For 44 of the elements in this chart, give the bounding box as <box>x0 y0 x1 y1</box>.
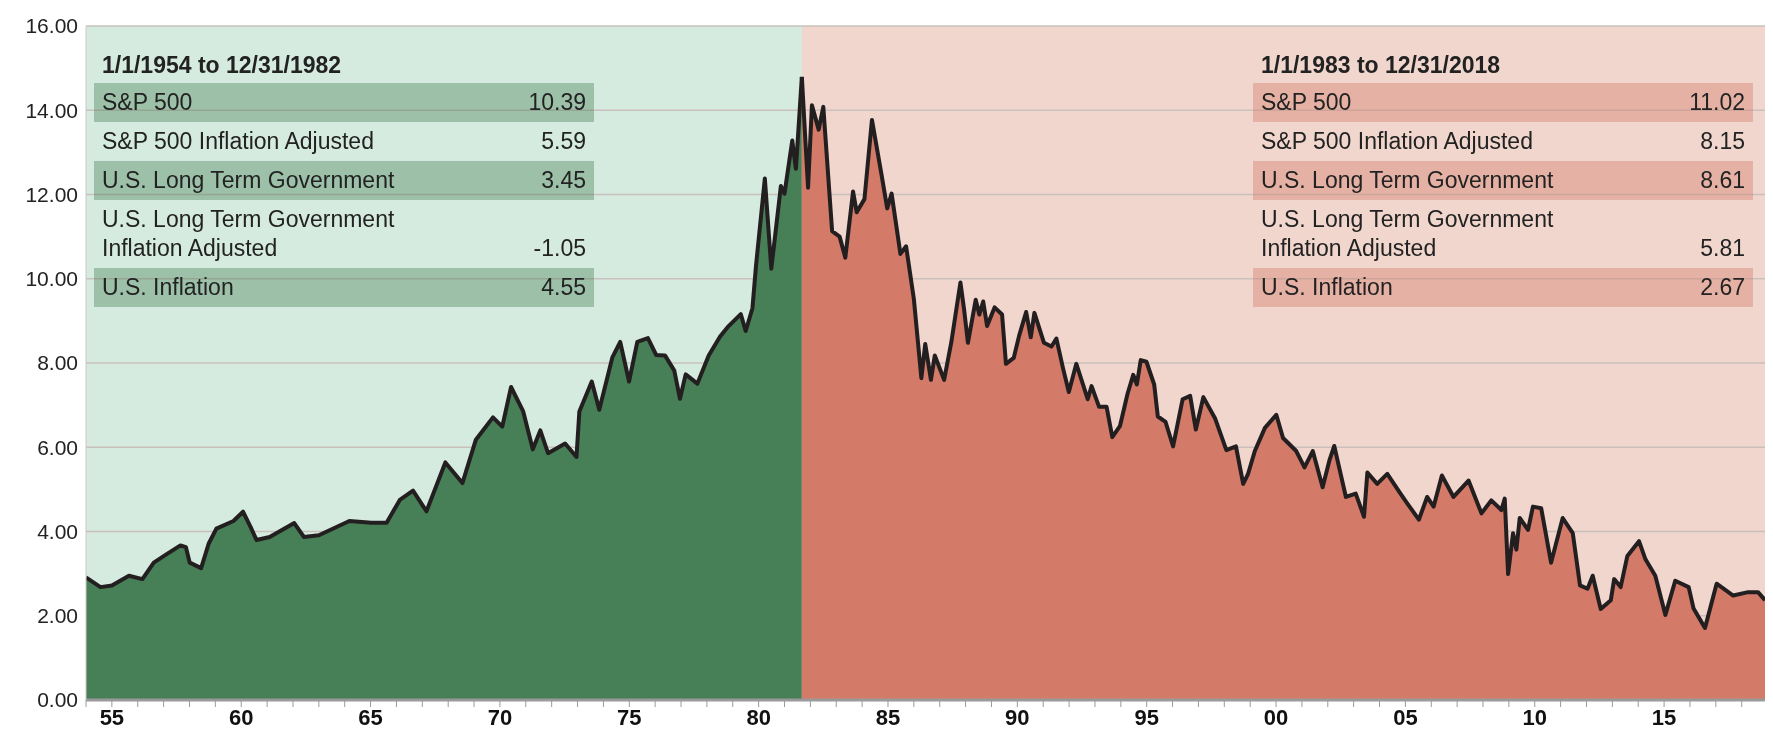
annotation: -1.05 <box>533 234 586 263</box>
x-tick-label: 05 <box>1393 704 1418 730</box>
x-tick-label: 85 <box>875 704 901 730</box>
annotation: S&P 500 <box>1261 88 1353 117</box>
annotation: U.S. Inflation <box>1261 273 1394 302</box>
annotation: 11.02 <box>1689 88 1745 117</box>
x-tick-label: 60 <box>228 704 254 730</box>
annotation: 8.61 <box>1700 166 1745 195</box>
annotation: 2.67 <box>1700 273 1745 302</box>
y-tick-label: 0.00 <box>37 688 78 712</box>
x-tick-label: 75 <box>617 704 642 730</box>
x-tick-label: 00 <box>1263 704 1289 730</box>
y-tick-label: 6.00 <box>37 435 78 459</box>
y-tick-label: 14.00 <box>25 98 78 122</box>
annotation: U.S. Long Term Government <box>102 166 396 195</box>
y-tick-label: 8.00 <box>37 351 78 375</box>
annotation: 1/1/1983 to 12/31/2018 <box>1260 52 1502 80</box>
y-tick-label: 16.00 <box>25 14 78 38</box>
x-tick-label: 55 <box>99 704 125 730</box>
annotation: U.S. Long Term Government Inflation Adjusted <box>102 205 396 263</box>
y-tick-label: 12.00 <box>25 182 78 206</box>
annotation: 3.45 <box>541 166 586 195</box>
x-tick-label: 95 <box>1134 704 1159 730</box>
x-tick-label: 15 <box>1651 704 1677 730</box>
y-tick-label: 10.00 <box>25 267 78 291</box>
annotation: S&P 500 <box>102 88 194 117</box>
x-tick-label: 70 <box>487 704 513 730</box>
x-tick-label: 65 <box>358 704 383 730</box>
annotation: 10.39 <box>528 88 586 117</box>
annotation: 1/1/1954 to 12/31/1982 <box>101 52 343 80</box>
annotation: 5.59 <box>541 127 586 156</box>
annotation: 4.55 <box>541 273 586 302</box>
y-tick-label: 2.00 <box>37 604 78 628</box>
annotation: S&P 500 Inflation Adjusted <box>1261 127 1534 156</box>
annotation: 8.15 <box>1700 127 1745 156</box>
x-tick-label: 10 <box>1522 704 1547 730</box>
annotation: U.S. Long Term Government Inflation Adjusted <box>1261 205 1555 263</box>
annotation: S&P 500 Inflation Adjusted <box>102 127 375 156</box>
annotation: U.S. Inflation <box>102 273 235 302</box>
annotation: 5.81 <box>1700 234 1745 263</box>
y-tick-label: 4.00 <box>37 519 78 543</box>
x-tick-label: 80 <box>746 704 771 730</box>
x-tick-label: 90 <box>1005 704 1030 730</box>
annotation: U.S. Long Term Government <box>1261 166 1555 195</box>
